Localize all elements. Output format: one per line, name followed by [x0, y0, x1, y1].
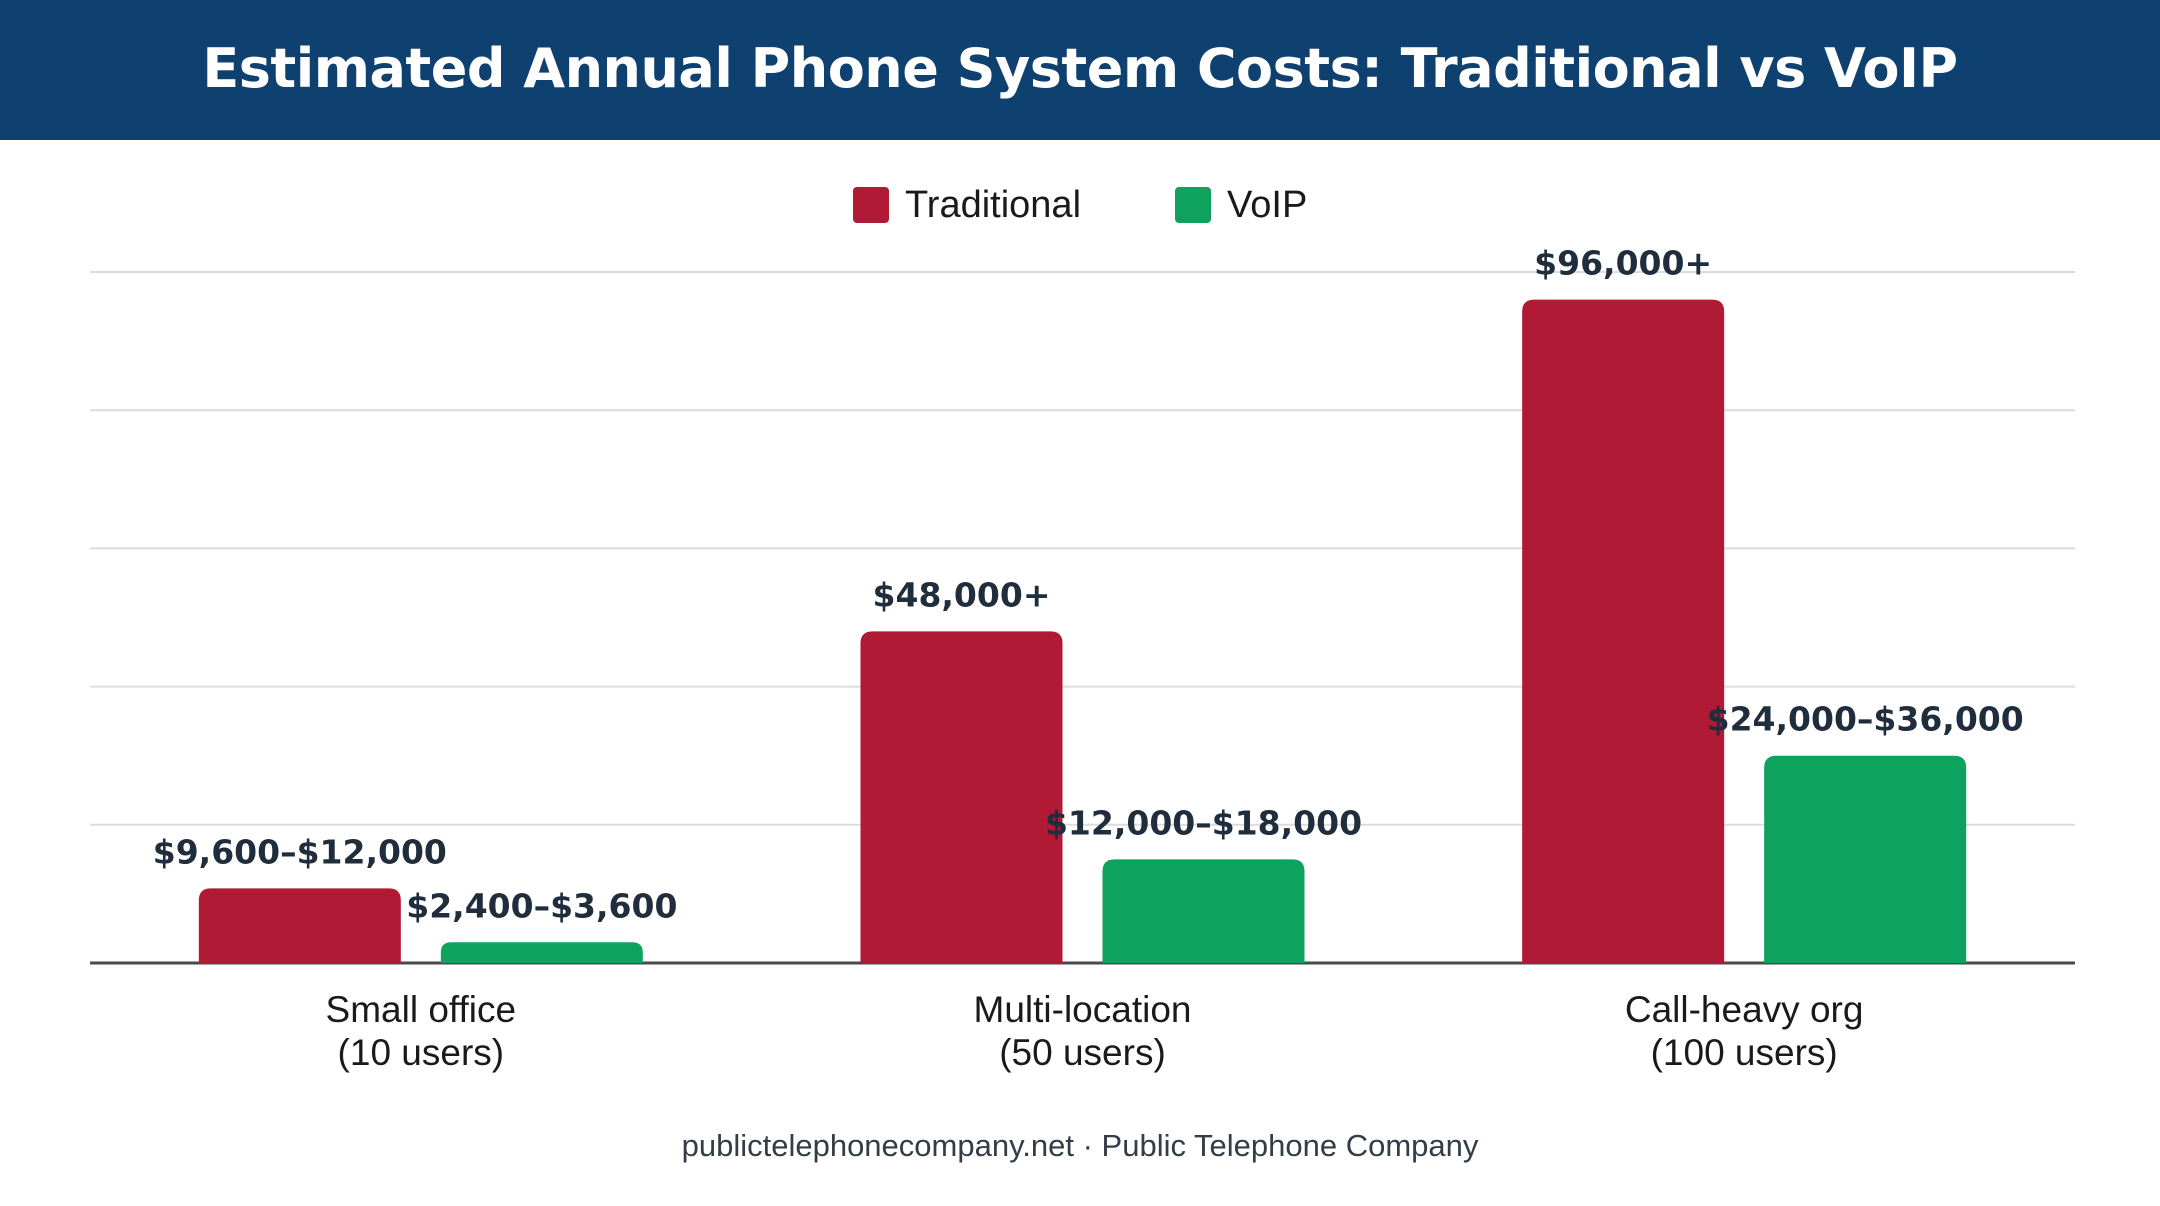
- legend-label-traditional: Traditional: [905, 184, 1081, 226]
- legend-label-voip: VoIP: [1227, 184, 1307, 226]
- bar-voip-1: [440, 942, 643, 963]
- category-label-3: Call-heavy org (100 users): [1625, 989, 1864, 1073]
- category-label-2: Multi-location (50 users): [974, 989, 1192, 1073]
- bars: [198, 299, 1967, 963]
- bar-voip-3: [1764, 755, 1967, 963]
- data-label-voip-3: $24,000–$36,000: [1707, 700, 2024, 739]
- legend-swatch-traditional: [853, 187, 889, 223]
- bar-traditional-1: [198, 888, 401, 963]
- legend-item-voip: VoIP: [1175, 184, 1307, 226]
- legend-item-traditional: Traditional: [853, 184, 1081, 226]
- bar-voip-2: [1102, 859, 1305, 963]
- category-label-1: Small office (10 users): [326, 989, 517, 1073]
- legend: Traditional VoIP: [853, 184, 1307, 226]
- data-labels: $9,600–$12,000 $48,000+ $96,000+ $2,400–$3,…: [153, 244, 2024, 926]
- category-labels: Small office (10 users) Multi-location (50 …: [326, 989, 1864, 1073]
- title-banner: [0, 0, 2160, 140]
- gridlines: [90, 271, 2075, 965]
- data-label-traditional-2: $48,000+: [873, 575, 1051, 614]
- chart-title: Estimated Annual Phone System Costs: Tra…: [202, 37, 1958, 100]
- legend-swatch-voip: [1175, 187, 1211, 223]
- data-label-traditional-3: $96,000+: [1534, 244, 1712, 283]
- footer-source: publictelephonecompany.net · Public Tele…: [681, 1128, 1479, 1163]
- data-label-voip-1: $2,400–$3,600: [406, 886, 677, 925]
- bar-traditional-3: [1522, 299, 1725, 963]
- data-label-voip-2: $12,000–$18,000: [1045, 803, 1362, 842]
- data-label-traditional-1: $9,600–$12,000: [153, 832, 447, 871]
- bar-traditional-2: [860, 631, 1063, 963]
